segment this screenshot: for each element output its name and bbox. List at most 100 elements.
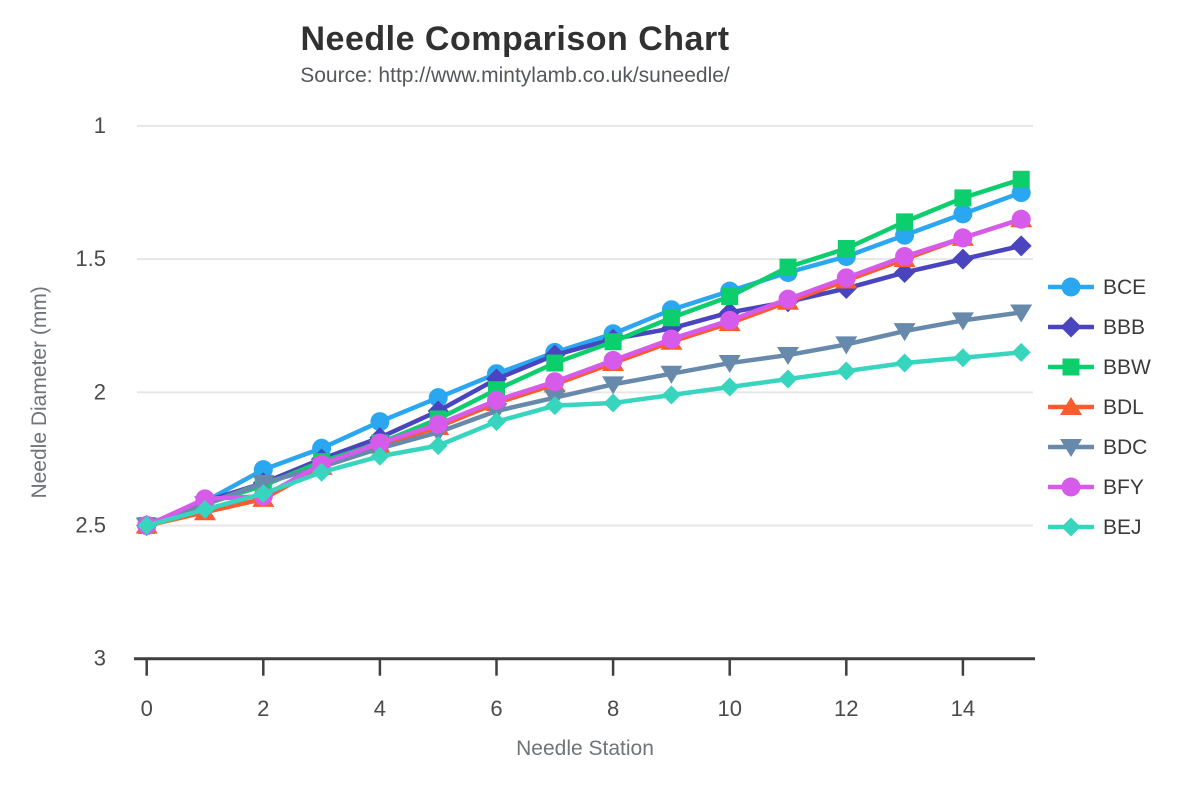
series-line-BBW	[144, 177, 1024, 528]
chart-title: Needle Comparison Chart	[300, 20, 730, 58]
point-BFY-10	[720, 310, 740, 330]
point-BEJ-6	[487, 412, 506, 432]
point-BEJ-10	[720, 377, 740, 397]
point-BFY-8	[603, 350, 623, 370]
point-BEJ-3	[312, 462, 332, 482]
legend-marker-BDL	[1048, 397, 1094, 415]
legend-marker-BCE	[1048, 277, 1094, 297]
legend-glyph-BBW	[1062, 358, 1080, 376]
x-tick-label-12: 12	[834, 696, 858, 721]
series-BFY	[137, 209, 1031, 536]
legend-marker-BBB	[1048, 316, 1094, 338]
point-BEJ-8	[603, 393, 623, 413]
point-BEJ-9	[661, 385, 681, 405]
x-tick-label-4: 4	[374, 696, 386, 721]
x-tick-label-10: 10	[717, 696, 741, 721]
legend-item-BBW[interactable]: BBW	[1048, 347, 1151, 387]
y-tick-label-3: 3	[94, 646, 106, 671]
point-BCE-4	[370, 412, 390, 432]
point-BBW-13	[896, 213, 914, 231]
point-BEJ-11	[778, 369, 798, 389]
point-BBB-13	[894, 261, 916, 283]
legend-label-BFY: BFY	[1103, 475, 1144, 499]
point-BBW-10	[721, 287, 739, 305]
point-BBW-8	[604, 333, 622, 351]
point-BFY-7	[545, 372, 565, 392]
point-BFY-12	[836, 268, 856, 288]
point-BBW-7	[546, 354, 564, 372]
point-BBW-15	[1012, 170, 1030, 188]
point-BFY-5	[428, 414, 448, 434]
point-BFY-1	[195, 489, 215, 509]
point-BDC-2	[252, 474, 275, 493]
point-BEJ-0	[137, 516, 157, 536]
legend-item-BBB[interactable]: BBB	[1048, 307, 1151, 347]
point-BFY-14	[953, 228, 973, 248]
point-BCE-5	[428, 388, 448, 408]
legend-glyph-BBB	[1060, 316, 1082, 338]
point-BDC-12	[835, 336, 858, 355]
point-BCE-2	[253, 460, 273, 480]
point-BEJ-14	[953, 348, 973, 368]
x-tick-label-6: 6	[490, 696, 502, 721]
legend-item-BFY[interactable]: BFY	[1048, 467, 1151, 507]
series-line-BBB	[144, 243, 1024, 528]
legend-glyph-BDL	[1060, 397, 1082, 415]
point-BBB-15	[1010, 235, 1032, 257]
legend-glyph-BFY	[1061, 477, 1081, 497]
point-BBW-14	[954, 189, 972, 207]
legend-label-BCE: BCE	[1103, 275, 1147, 299]
series-line-BCE	[144, 190, 1024, 528]
legend-glyph-BDC	[1060, 439, 1082, 457]
y-tick-label-2.5: 2.5	[75, 513, 106, 538]
point-BFY-15	[1011, 209, 1031, 229]
point-BCE-13	[895, 225, 915, 245]
point-BEJ-12	[836, 361, 856, 381]
legend-label-BBB: BBB	[1103, 315, 1146, 339]
point-BDC-15	[1010, 304, 1033, 323]
legend-glyph-BCE	[1061, 277, 1081, 297]
point-BEJ-13	[895, 353, 915, 373]
point-BDC-8	[602, 376, 625, 395]
legend-label-BDC: BDC	[1103, 435, 1148, 459]
point-BEJ-7	[545, 396, 565, 416]
x-tick-label-2: 2	[257, 696, 269, 721]
point-BFY-9	[661, 329, 681, 349]
point-BBW-9	[662, 309, 680, 327]
point-BFY-6	[487, 390, 506, 410]
point-BDC-13	[893, 323, 916, 342]
legend-item-BDL[interactable]: BDL	[1048, 387, 1151, 427]
x-axis-title: Needle Station	[516, 737, 654, 760]
series-BEJ	[137, 342, 1031, 536]
legend-item-BCE[interactable]: BCE	[1048, 267, 1151, 307]
x-axis	[134, 657, 1035, 676]
point-BCE-3	[312, 438, 332, 458]
point-BEJ-2	[253, 484, 273, 504]
legend-marker-BFY	[1048, 477, 1094, 497]
y-tick-label-1.5: 1.5	[75, 246, 106, 271]
y-tick-label-2: 2	[94, 379, 106, 404]
point-BBW-11	[779, 258, 797, 276]
point-BFY-13	[895, 247, 915, 267]
point-BBW-12	[837, 240, 855, 258]
legend-glyph-BEJ	[1061, 517, 1081, 537]
legend-item-BDC[interactable]: BDC	[1048, 427, 1151, 467]
point-BCE-15	[1011, 183, 1031, 203]
chart-subtitle: Source: http://www.mintylamb.co.uk/sunee…	[300, 64, 730, 87]
series-line-BDC	[144, 310, 1024, 528]
point-BBB-14	[952, 248, 974, 270]
point-BDC-10	[718, 355, 741, 374]
point-BFY-11	[778, 289, 798, 309]
point-BDC-11	[777, 347, 799, 366]
series-line-BFY	[144, 216, 1024, 528]
point-BDC-9	[660, 365, 683, 384]
x-tick-label-14: 14	[951, 696, 975, 721]
legend-label-BBW: BBW	[1103, 355, 1151, 379]
legend-item-BEJ[interactable]: BEJ	[1048, 507, 1151, 547]
legend-label-BDL: BDL	[1103, 395, 1144, 419]
series-line-BEJ	[144, 350, 1024, 528]
point-BEJ-4	[370, 446, 390, 466]
point-BFY-4	[370, 433, 390, 453]
point-BDC-14	[951, 312, 974, 331]
